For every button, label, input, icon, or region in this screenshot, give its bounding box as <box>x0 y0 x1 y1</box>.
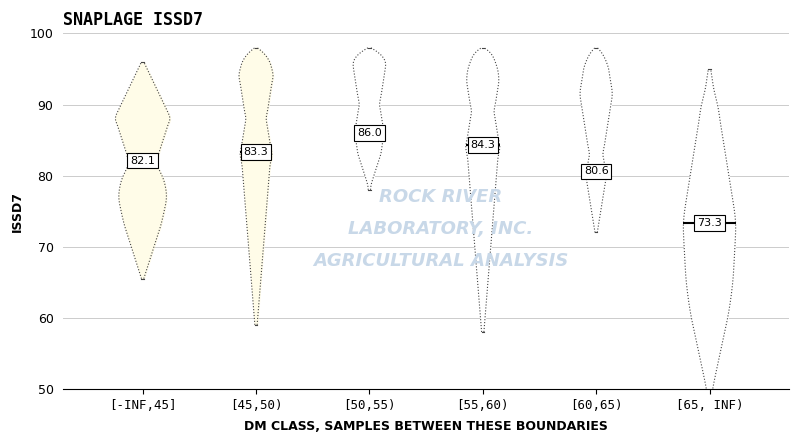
Text: 84.3: 84.3 <box>470 140 495 150</box>
Text: 83.3: 83.3 <box>244 147 268 157</box>
Text: 73.3: 73.3 <box>697 218 722 228</box>
Text: 82.1: 82.1 <box>130 156 155 166</box>
Text: SNAPLAGE ISSD7: SNAPLAGE ISSD7 <box>63 11 203 29</box>
Text: 86.0: 86.0 <box>357 128 382 138</box>
Y-axis label: ISSD7: ISSD7 <box>11 190 24 232</box>
Text: 80.6: 80.6 <box>584 166 609 176</box>
X-axis label: DM CLASS, SAMPLES BETWEEN THESE BOUNDARIES: DM CLASS, SAMPLES BETWEEN THESE BOUNDARI… <box>244 420 608 433</box>
Text: ROCK RIVER
LABORATORY, INC.
AGRICULTURAL ANALYSIS: ROCK RIVER LABORATORY, INC. AGRICULTURAL… <box>313 188 568 270</box>
